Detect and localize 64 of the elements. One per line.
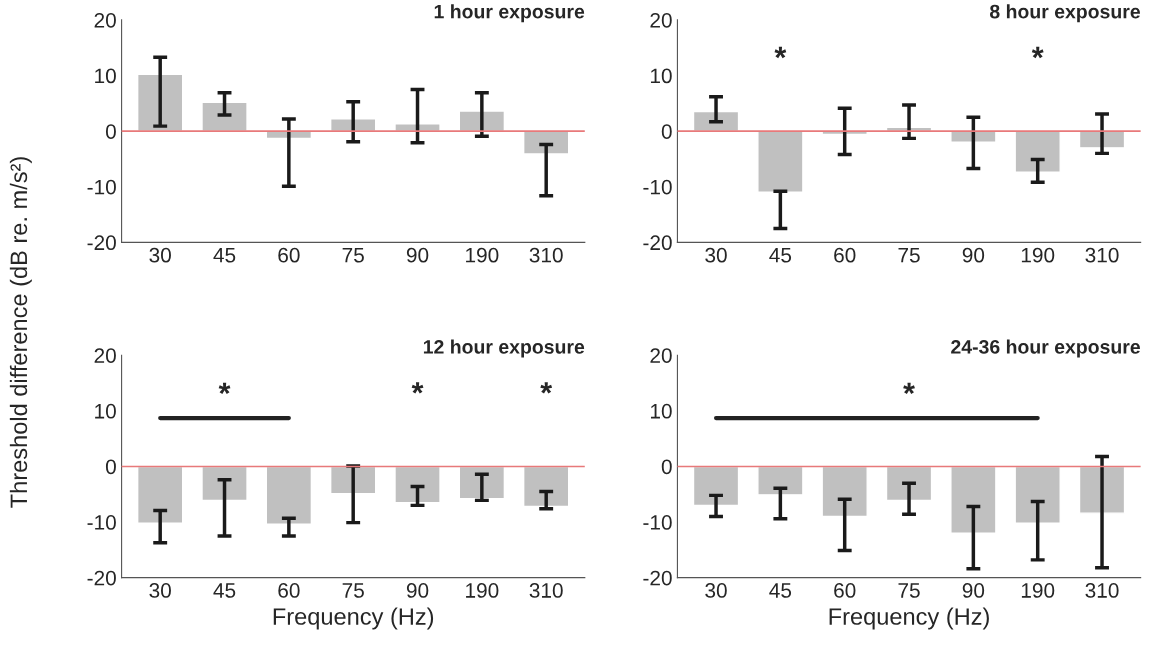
- y-tick-label: 10: [650, 403, 672, 419]
- x-tick-label: 310: [1085, 583, 1119, 598]
- x-tick-label: 75: [342, 583, 364, 598]
- y-tick-label: -10: [643, 179, 672, 195]
- data-label: *: [774, 46, 787, 59]
- data-label: *: [218, 382, 231, 395]
- y-tick-label: -20: [643, 570, 672, 586]
- x-tick-label: 30: [705, 247, 727, 263]
- y-tick-label: 10: [95, 403, 116, 419]
- y-tick-label: -20: [87, 235, 116, 251]
- bar: [1014, 130, 1061, 173]
- data-label: *: [411, 382, 424, 394]
- x-tick-label: 45: [769, 583, 792, 598]
- x-tick-label: 60: [278, 247, 300, 263]
- x-tick-label: 190: [1021, 247, 1055, 263]
- y-tick-label: 10: [650, 68, 672, 84]
- data-label: *: [540, 382, 553, 394]
- x-tick-label: 90: [406, 583, 429, 598]
- bar: [757, 130, 804, 194]
- y-tick-label: 0: [661, 124, 672, 139]
- data-label: *: [903, 382, 915, 395]
- x-tick-label: 45: [769, 247, 792, 263]
- x-tick-label: 45: [213, 247, 236, 263]
- x-tick-label: 75: [898, 247, 920, 263]
- y-tick-label: 10: [95, 68, 116, 84]
- x-tick-label: 90: [406, 247, 429, 263]
- x-tick-label: 90: [962, 247, 985, 263]
- y-tick-label: -20: [87, 570, 116, 586]
- y-tick-label: 0: [105, 124, 116, 139]
- x-tick-label: 45: [213, 583, 236, 598]
- y-tick-label: -10: [643, 515, 672, 530]
- y-tick-label: 20: [94, 12, 116, 28]
- y-tick-label: -10: [87, 179, 116, 195]
- bar: [201, 101, 248, 132]
- x-tick-label: 190: [466, 247, 499, 263]
- x-tick-label: 60: [834, 247, 856, 263]
- y-tick-label: 20: [94, 348, 116, 363]
- y-axis-title: Threshold difference (dB re. m/s²): [9, 157, 32, 508]
- x-tick-label: 190: [1021, 583, 1055, 598]
- chart-title: 12 hour exposure: [423, 339, 585, 358]
- x-tick-label: 30: [149, 247, 171, 263]
- x-tick-label: 30: [705, 583, 727, 598]
- chart-title: 8 hour exposure: [989, 4, 1140, 23]
- y-tick-label: 0: [105, 459, 116, 475]
- x-axis-title: Frequency (Hz): [829, 607, 989, 630]
- x-tick-label: 90: [962, 583, 985, 598]
- y-tick-label: -20: [643, 235, 672, 251]
- chart-title: 1 hour exposure: [434, 4, 585, 23]
- x-tick-label: 310: [529, 583, 563, 598]
- chart-title: 24-36 hour exposure: [951, 339, 1140, 358]
- y-tick-label: 0: [661, 459, 672, 475]
- y-tick-label: 20: [650, 348, 672, 363]
- x-tick-label: 60: [834, 583, 856, 598]
- x-tick-label: 75: [342, 247, 364, 263]
- x-tick-label: 310: [1085, 247, 1119, 263]
- x-tick-label: 310: [529, 247, 563, 263]
- x-tick-label: 30: [149, 583, 171, 598]
- data-label: *: [1031, 46, 1044, 59]
- x-tick-label: 75: [898, 583, 920, 598]
- y-tick-label: -10: [87, 515, 116, 530]
- x-tick-label: 60: [278, 583, 300, 598]
- x-tick-label: 190: [466, 583, 499, 598]
- y-tick-label: 20: [650, 12, 672, 28]
- x-axis-title: Frequency (Hz): [273, 607, 434, 630]
